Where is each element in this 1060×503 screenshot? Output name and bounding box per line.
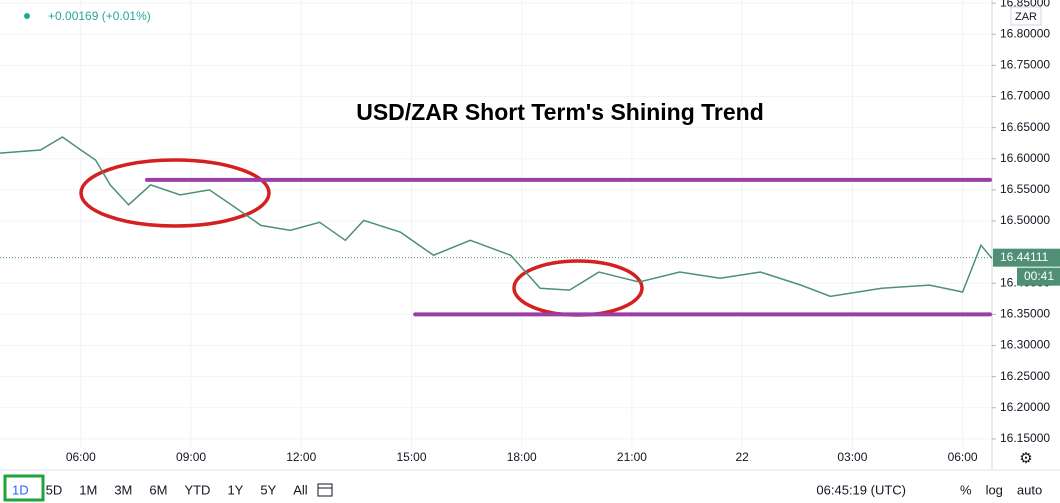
range-button[interactable]: 5Y [260,482,276,497]
y-tick-label: 16.80000 [1000,26,1050,40]
range-button[interactable]: All [293,482,308,497]
status-dot [24,13,30,19]
x-tick-label: 18:00 [507,450,537,464]
y-tick-label: 16.30000 [1000,338,1050,352]
x-tick-label: 12:00 [286,450,316,464]
currency-box [1010,6,1042,26]
range-button[interactable]: 1M [79,482,97,497]
option-button[interactable]: auto [1017,482,1042,497]
y-tick-label: 16.65000 [1000,120,1050,134]
y-tick-label: 16.25000 [1000,369,1050,383]
countdown-tag [1017,267,1060,286]
y-tick-label: 16.50000 [1000,213,1050,227]
y-tick-label: 16.75000 [1000,58,1050,72]
option-button[interactable]: log [986,482,1003,497]
range-button[interactable]: 6M [149,482,167,497]
y-tick-label: 16.70000 [1000,89,1050,103]
x-tick-label: 09:00 [176,450,206,464]
x-tick-label: 22 [735,450,749,464]
range-button[interactable]: YTD [184,482,210,497]
x-tick-label: 03:00 [837,450,867,464]
y-tick-label: 16.55000 [1000,182,1050,196]
chart-title: USD/ZAR Short Term's Shining Trend [356,99,764,125]
y-tick-label: 16.60000 [1000,151,1050,165]
settings-icon[interactable]: ⚙ [1019,450,1032,467]
range-button[interactable]: 1D [12,482,29,497]
highlight-ellipse [79,158,271,228]
price-line [0,136,993,298]
highlight-ellipse [512,259,644,317]
calendar-icon[interactable] [317,483,333,497]
y-tick-label: 16.85000 [1000,0,1050,9]
change: +0.00169 (+0.01%) [48,9,151,23]
y-tick-label: 16.20000 [1000,400,1050,414]
range-button[interactable]: 1Y [227,482,243,497]
selected-range-box [3,474,45,502]
y-tick-label: 16.35000 [1000,307,1050,321]
last-price: 16.44111 [1000,250,1049,264]
x-tick-label: 06:00 [66,450,96,464]
x-tick-label: 15:00 [396,450,426,464]
currency: ZAR [1015,11,1037,23]
range-button[interactable]: 5D [46,482,63,497]
x-tick-label: 06:00 [948,450,978,464]
y-tick-label: 16.15000 [1000,431,1050,445]
countdown: 00:41 [1024,269,1054,283]
clock: 06:45:19 (UTC) [816,482,906,497]
x-tick-label: 21:00 [617,450,647,464]
range-button[interactable]: 3M [114,482,132,497]
option-button[interactable]: % [960,482,972,497]
last-price-tag [993,248,1060,267]
